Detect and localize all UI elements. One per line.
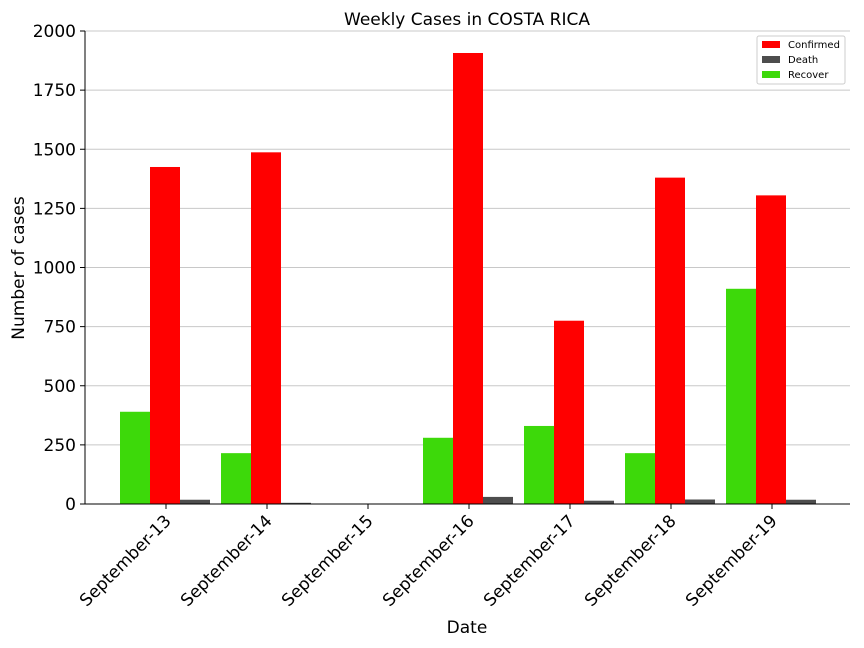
legend-swatch [762,41,780,48]
y-tick-label: 750 [44,318,76,338]
bar-confirmed [150,166,180,505]
bar-confirmed [756,195,786,504]
legend: Confirmed Death Recover [756,35,846,85]
x-axis-label: Date [447,618,488,638]
y-tick-labels: 0 250 500 750 1000 1250 1500 1750 2000 [33,22,76,515]
bar-recover [726,288,756,504]
legend-label: Death [788,55,818,66]
y-tick-label: 1000 [33,259,76,279]
bar-confirmed [251,152,281,504]
bar-death [584,500,614,504]
y-tick-label: 1250 [33,199,76,219]
bar-confirmed [655,177,685,504]
y-axis-label: Number of cases [9,196,29,340]
x-tick-label: September-19 [682,511,781,610]
bar-death [786,499,816,504]
y-tick-label: 250 [44,436,76,456]
bar-confirmed [554,320,584,504]
x-tick-label: September-15 [278,511,377,610]
x-tick-label: September-13 [76,511,175,610]
bar-death [180,499,210,504]
legend-label: Confirmed [788,40,840,51]
y-tick-label: 500 [44,377,76,397]
bar-confirmed [453,52,483,504]
x-tick-label: September-14 [177,511,276,610]
bar-recover [625,453,655,504]
x-tick-label: September-18 [581,511,680,610]
legend-swatch [762,71,780,78]
y-tick-label: 1500 [33,140,76,160]
legend-label: Recover [788,70,829,81]
x-tick-label: September-17 [480,511,579,610]
bar-recover [423,437,453,504]
axes [80,30,850,509]
y-tick-label: 0 [65,495,76,515]
bar-death [483,496,513,504]
x-tick-label: September-16 [379,511,478,610]
legend-swatch [762,56,780,63]
x-tick-labels: September-13 September-14 September-15 Sept… [76,511,781,610]
bars [120,52,816,505]
chart-title: Weekly Cases in COSTA RICA [344,10,590,30]
bar-death [685,499,715,504]
bar-recover [120,411,150,504]
bar-recover [221,453,251,504]
y-tick-label: 2000 [33,22,76,42]
y-tick-label: 1750 [33,81,76,101]
bar-recover [524,425,554,504]
bar-death [281,502,311,504]
